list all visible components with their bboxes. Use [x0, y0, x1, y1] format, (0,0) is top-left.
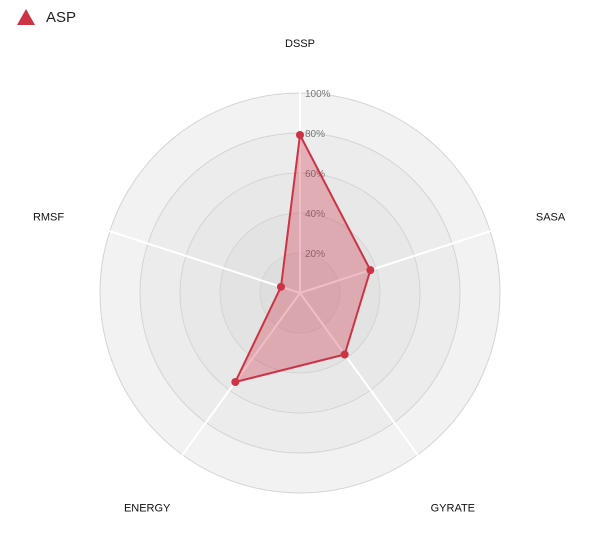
- axis-spoke: [299, 225, 505, 294]
- legend-triangle-icon: [17, 9, 35, 25]
- data-point: [231, 377, 240, 386]
- tick-label: 60%: [305, 169, 325, 180]
- tick-label: 80%: [305, 129, 325, 140]
- tick-label: 20%: [305, 249, 325, 260]
- axis-label: SASA: [536, 211, 566, 223]
- tick-label: 100%: [305, 89, 331, 100]
- legend[interactable]: ASP: [16, 8, 76, 26]
- data-point: [276, 282, 285, 291]
- axis-label: RMSF: [33, 211, 64, 223]
- axis-label: ENERGY: [124, 502, 171, 514]
- data-point: [366, 266, 375, 275]
- tick-label: 40%: [305, 209, 325, 220]
- axis-label: DSSP: [285, 38, 315, 50]
- axis-label: GYRATE: [431, 502, 475, 514]
- data-point: [296, 131, 304, 139]
- data-point: [340, 350, 349, 359]
- legend-label: ASP: [46, 8, 77, 26]
- series-area: [234, 134, 372, 383]
- axis-spoke: [299, 292, 428, 468]
- axis-spoke: [95, 225, 301, 294]
